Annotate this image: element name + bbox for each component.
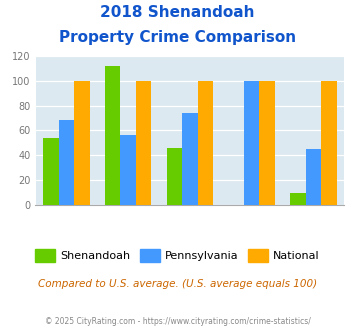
Bar	[198, 81, 213, 205]
Legend: Shenandoah, Pennsylvania, National: Shenandoah, Pennsylvania, National	[31, 245, 324, 267]
Bar	[321, 81, 337, 205]
Text: © 2025 CityRating.com - https://www.cityrating.com/crime-statistics/: © 2025 CityRating.com - https://www.city…	[45, 317, 310, 326]
Text: Compared to U.S. average. (U.S. average equals 100): Compared to U.S. average. (U.S. average …	[38, 279, 317, 289]
Text: Property Crime Comparison: Property Crime Comparison	[59, 30, 296, 45]
Bar	[306, 149, 321, 205]
Bar	[167, 148, 182, 205]
Bar	[59, 120, 74, 205]
Bar	[182, 113, 198, 205]
Bar	[74, 81, 89, 205]
Bar	[260, 81, 275, 205]
Bar	[290, 193, 306, 205]
Bar	[43, 138, 59, 205]
Bar	[244, 81, 260, 205]
Bar	[120, 135, 136, 205]
Bar	[105, 66, 120, 205]
Text: 2018 Shenandoah: 2018 Shenandoah	[100, 5, 255, 20]
Bar	[136, 81, 151, 205]
